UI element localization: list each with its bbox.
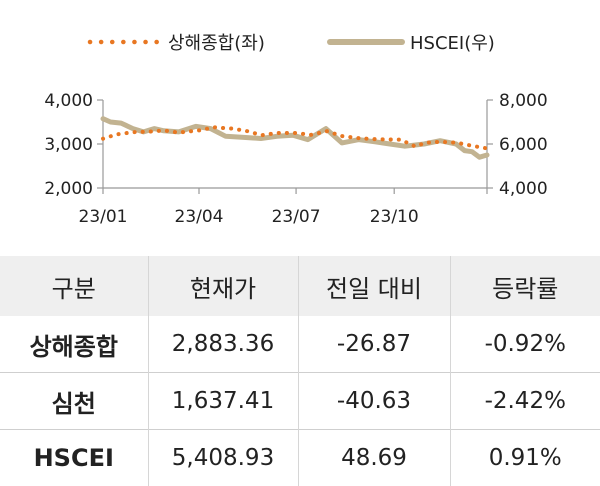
index-table-section: 구분 현재가 전일 대비 등락률 상해종합 2,883.36 -26.87 -0… bbox=[0, 256, 600, 480]
legend-label-hscei: HSCEI(우) bbox=[410, 33, 495, 54]
cell-change: -40.63 bbox=[298, 373, 450, 430]
row-name: HSCEI bbox=[0, 430, 148, 486]
row-name: 상해종합 bbox=[0, 316, 148, 373]
table-row: 상해종합 2,883.36 -26.87 -0.92% bbox=[0, 316, 600, 373]
table-header-row: 구분 현재가 전일 대비 등락률 bbox=[0, 256, 600, 316]
right-axis-tick-label: 6,000 bbox=[499, 135, 548, 155]
header-change: 전일 대비 bbox=[298, 256, 450, 316]
series-line-hscei bbox=[103, 119, 487, 158]
legend-label-shanghai: 상해종합(좌) bbox=[168, 33, 265, 54]
cell-change: 48.69 bbox=[298, 430, 450, 486]
x-axis-tick-label: 23/10 bbox=[370, 207, 419, 227]
chart-ticks: 4,000 3,000 2,000 8,000 6,000 4,000 23/01 23/04… bbox=[44, 91, 547, 227]
cell-current-price: 1,637.41 bbox=[148, 373, 298, 430]
x-axis-tick-label: 23/01 bbox=[79, 207, 128, 227]
right-axis-tick-label: 8,000 bbox=[499, 91, 548, 111]
index-chart: 상해종합(좌) HSCEI(우) 4,000 3,000 2,000 8,000 6,0… bbox=[0, 0, 600, 250]
chart-series bbox=[103, 119, 487, 158]
cell-change: -26.87 bbox=[298, 316, 450, 373]
index-chart-svg: 상해종합(좌) HSCEI(우) 4,000 3,000 2,000 8,000 6,0… bbox=[0, 0, 600, 250]
header-category: 구분 bbox=[0, 256, 148, 316]
left-axis-tick-label: 4,000 bbox=[44, 91, 93, 111]
cell-current-price: 5,408.93 bbox=[148, 430, 298, 486]
chart-legend: 상해종합(좌) HSCEI(우) bbox=[90, 33, 495, 54]
index-table: 구분 현재가 전일 대비 등락률 상해종합 2,883.36 -26.87 -0… bbox=[0, 256, 600, 486]
left-axis-tick-label: 3,000 bbox=[44, 135, 93, 155]
cell-change-rate: 0.91% bbox=[450, 430, 600, 486]
row-name: 심천 bbox=[0, 373, 148, 430]
header-current-price: 현재가 bbox=[148, 256, 298, 316]
left-axis-tick-label: 2,000 bbox=[44, 179, 93, 199]
x-axis-tick-label: 23/04 bbox=[175, 207, 224, 227]
cell-change-rate: -0.92% bbox=[450, 316, 600, 373]
table-row: HSCEI 5,408.93 48.69 0.91% bbox=[0, 430, 600, 486]
x-axis-tick-label: 23/07 bbox=[272, 207, 321, 227]
cell-change-rate: -2.42% bbox=[450, 373, 600, 430]
header-change-rate: 등락률 bbox=[450, 256, 600, 316]
right-axis-tick-label: 4,000 bbox=[499, 179, 548, 199]
table-row: 심천 1,637.41 -40.63 -2.42% bbox=[0, 373, 600, 430]
cell-current-price: 2,883.36 bbox=[148, 316, 298, 373]
